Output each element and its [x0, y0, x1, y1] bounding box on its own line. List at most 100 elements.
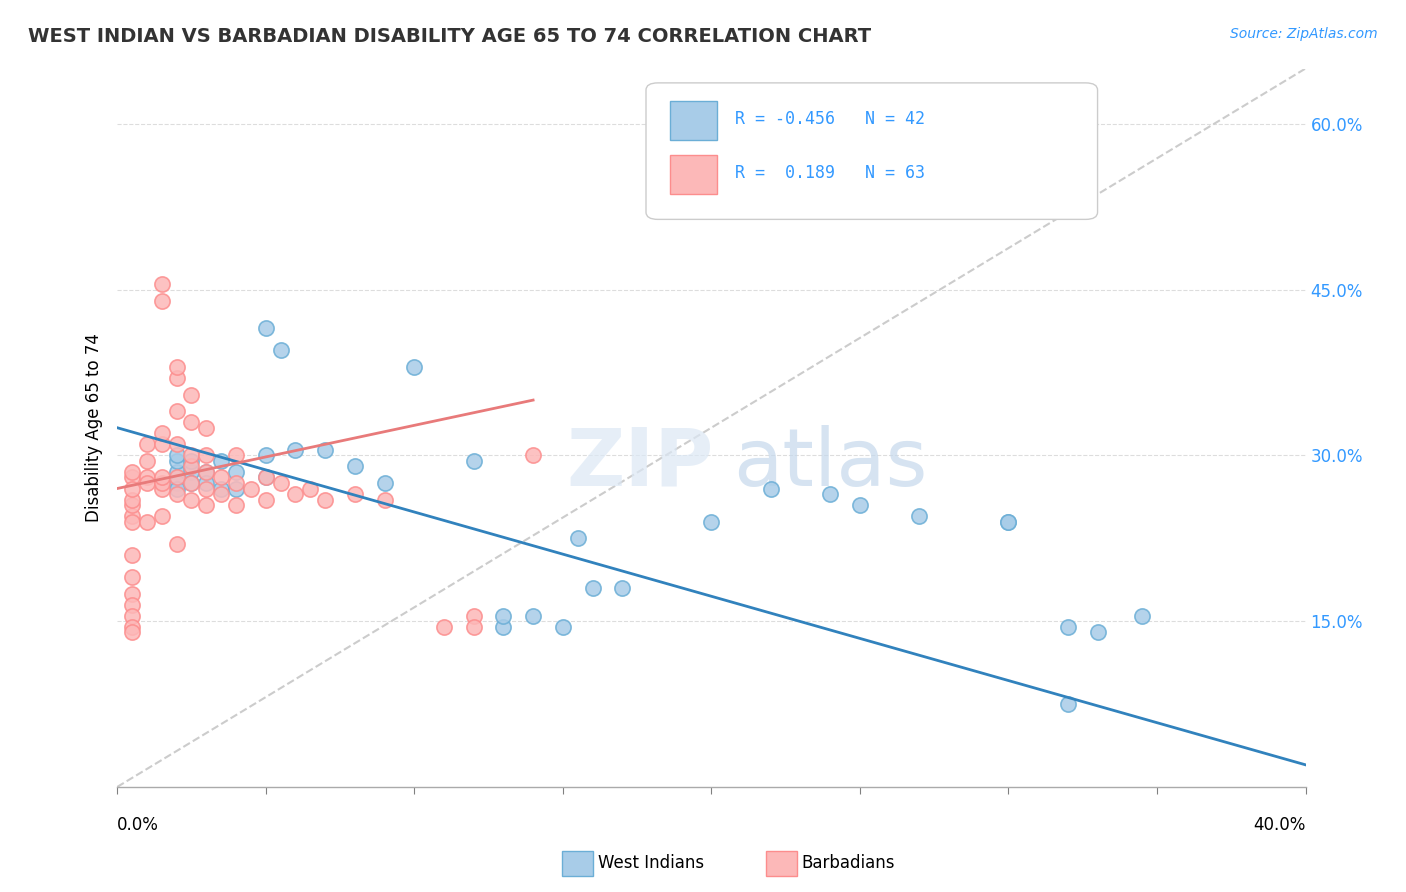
Point: [180, 448, 202, 462]
Text: West Indians: West Indians: [598, 855, 703, 872]
Point: [1087, 625, 1109, 640]
Text: ZIP: ZIP: [567, 425, 714, 503]
Point: [121, 482, 143, 496]
Point: [166, 487, 188, 501]
Point: [270, 475, 292, 490]
Point: [180, 475, 202, 490]
Text: 0.0%: 0.0%: [117, 815, 159, 834]
Point: [343, 459, 366, 474]
Point: [225, 475, 247, 490]
Point: [150, 426, 173, 441]
Text: 40.0%: 40.0%: [1253, 815, 1306, 834]
Point: [374, 475, 396, 490]
Point: [121, 608, 143, 623]
Point: [121, 620, 143, 634]
Point: [135, 470, 157, 484]
Text: Barbadians: Barbadians: [801, 855, 896, 872]
Point: [121, 509, 143, 524]
Text: atlas: atlas: [733, 425, 928, 503]
Point: [463, 608, 485, 623]
Text: Source: ZipAtlas.com: Source: ZipAtlas.com: [1230, 27, 1378, 41]
Point: [166, 482, 188, 496]
Point: [270, 343, 292, 358]
Point: [135, 454, 157, 468]
Point: [997, 515, 1019, 529]
Point: [759, 482, 782, 496]
Point: [374, 492, 396, 507]
Y-axis label: Disability Age 65 to 74: Disability Age 65 to 74: [86, 334, 103, 522]
Point: [180, 465, 202, 479]
Point: [195, 465, 218, 479]
Point: [150, 482, 173, 496]
Point: [135, 475, 157, 490]
Point: [121, 570, 143, 584]
Point: [299, 482, 322, 496]
Point: [195, 421, 218, 435]
Point: [700, 515, 723, 529]
Point: [209, 470, 232, 484]
Point: [225, 448, 247, 462]
Point: [849, 498, 872, 512]
Point: [195, 465, 218, 479]
Point: [314, 442, 336, 457]
Point: [135, 437, 157, 451]
Point: [150, 277, 173, 291]
Point: [121, 465, 143, 479]
Text: R =  0.189   N = 63: R = 0.189 N = 63: [735, 164, 925, 182]
Point: [522, 448, 544, 462]
Point: [404, 359, 426, 374]
Text: WEST INDIAN VS BARBADIAN DISABILITY AGE 65 TO 74 CORRELATION CHART: WEST INDIAN VS BARBADIAN DISABILITY AGE …: [28, 27, 872, 45]
Point: [209, 487, 232, 501]
Point: [195, 475, 218, 490]
Point: [195, 448, 218, 462]
Point: [492, 608, 515, 623]
Point: [180, 415, 202, 429]
Point: [180, 387, 202, 401]
Point: [254, 492, 277, 507]
Point: [121, 586, 143, 600]
Point: [1056, 697, 1078, 711]
Point: [195, 482, 218, 496]
Point: [239, 482, 262, 496]
Point: [180, 492, 202, 507]
Point: [1130, 608, 1153, 623]
Point: [180, 459, 202, 474]
Point: [284, 442, 307, 457]
Point: [121, 498, 143, 512]
Point: [166, 470, 188, 484]
Point: [166, 359, 188, 374]
Point: [284, 487, 307, 501]
Point: [225, 465, 247, 479]
FancyBboxPatch shape: [645, 83, 1098, 219]
FancyBboxPatch shape: [669, 154, 717, 194]
Point: [166, 371, 188, 385]
Point: [225, 498, 247, 512]
Point: [150, 475, 173, 490]
Point: [166, 454, 188, 468]
Point: [254, 470, 277, 484]
Point: [522, 608, 544, 623]
Point: [166, 448, 188, 462]
Point: [433, 620, 456, 634]
Point: [612, 581, 634, 595]
Text: R = -0.456   N = 42: R = -0.456 N = 42: [735, 110, 925, 128]
Point: [567, 531, 589, 545]
Point: [166, 537, 188, 551]
Point: [908, 509, 931, 524]
Point: [121, 625, 143, 640]
Point: [209, 454, 232, 468]
Point: [150, 509, 173, 524]
FancyBboxPatch shape: [669, 101, 717, 140]
Point: [463, 454, 485, 468]
Point: [166, 437, 188, 451]
Point: [121, 492, 143, 507]
Point: [121, 515, 143, 529]
Point: [150, 293, 173, 308]
Point: [135, 515, 157, 529]
Point: [581, 581, 603, 595]
Point: [166, 465, 188, 479]
Point: [209, 482, 232, 496]
Point: [121, 548, 143, 562]
Point: [254, 470, 277, 484]
Point: [1056, 620, 1078, 634]
